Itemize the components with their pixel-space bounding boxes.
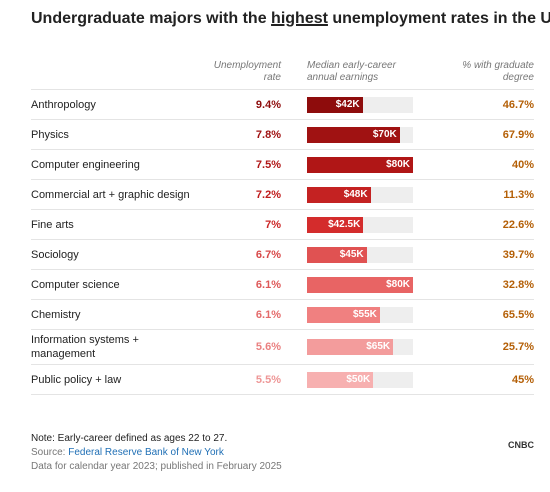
column-header: % with graduate degree xyxy=(462,60,534,83)
major: Public policy + law xyxy=(31,373,122,386)
bar-label: $80K xyxy=(386,278,410,290)
unemployment-rate: 7.5% xyxy=(255,158,281,171)
bar-label: $65K xyxy=(366,341,391,352)
graduate-share: 39.7% xyxy=(502,248,534,261)
bar-label: $70K xyxy=(372,128,397,140)
graduate-share: 45% xyxy=(511,373,534,386)
row: Anthropology 9.4% $42K 46.7% xyxy=(31,90,534,120)
bar-label: $42.5K xyxy=(328,218,361,230)
column-header: Median early-career annual earnings xyxy=(307,60,396,83)
unemployment-rate: 5.6% xyxy=(255,341,281,353)
major: Commercial art + graphic design xyxy=(31,188,190,201)
graduate-share: 65.5% xyxy=(502,308,534,321)
graduate-share: 40% xyxy=(511,158,534,171)
graduate-share: 22.6% xyxy=(502,218,534,231)
row: Computer engineering 7.5% $80K 40% xyxy=(31,150,534,180)
row: Commercial art + graphic design 7.2% $48K 1… xyxy=(31,180,534,210)
bar-label: $55K xyxy=(352,308,377,320)
logo: CNBC xyxy=(508,440,534,450)
bar-track: $65K xyxy=(307,339,413,355)
bar-track: $55K xyxy=(307,306,413,323)
major: Fine arts xyxy=(31,218,74,231)
title: Undergraduate majors with the highest un… xyxy=(31,10,550,28)
bar: $42K xyxy=(307,96,363,113)
unemployment-rate: 6.7% xyxy=(255,248,281,261)
row: Physics 7.8% $70K 67.9% xyxy=(31,120,534,150)
graduate-share: 67.9% xyxy=(502,128,534,141)
major: Computer science xyxy=(31,278,120,291)
footnote: Data for calendar year 2023; published i… xyxy=(31,461,282,472)
bar-label: $80K xyxy=(386,158,410,170)
unemployment-rate: 9.4% xyxy=(255,98,281,111)
unemployment-rate: 5.5% xyxy=(255,373,281,386)
major: Sociology xyxy=(31,248,79,261)
bar-track: $50K xyxy=(307,371,413,388)
bar-label: $48K xyxy=(343,188,368,200)
major: Anthropology xyxy=(31,98,96,111)
column-header: Unemployment rate xyxy=(213,60,281,83)
row: Computer science 6.1% $80K 32.8% xyxy=(31,270,534,300)
row: Public policy + law 5.5% $50K 45% xyxy=(31,365,534,395)
unemployment-rate: 7.8% xyxy=(255,128,281,141)
bar: $42.5K xyxy=(307,216,364,233)
bar: $70K xyxy=(307,126,400,143)
row: Fine arts 7% $42.5K 22.6% xyxy=(31,210,534,240)
source-link[interactable]: Federal Reserve Bank of New York xyxy=(68,447,224,458)
note: Note: Early-career defined as ages 22 to… xyxy=(31,433,228,444)
bar: $65K xyxy=(307,339,394,355)
bar: $50K xyxy=(307,371,374,388)
bar: $80K xyxy=(307,156,413,173)
major: Computer engineering xyxy=(31,158,140,171)
row: Information systems + management 5.6% $65K… xyxy=(31,330,534,365)
bar-label: $50K xyxy=(346,373,371,385)
source: Source: Federal Reserve Bank of New York xyxy=(31,447,224,458)
bar-track: $80K xyxy=(307,276,413,293)
major: Physics xyxy=(31,128,69,141)
unemployment-rate: 7% xyxy=(265,218,281,231)
major: Information systems + management xyxy=(31,334,139,360)
bar-track: $70K xyxy=(307,126,413,143)
graduate-share: 11.3% xyxy=(503,188,534,201)
unemployment-rate: 6.1% xyxy=(255,308,281,321)
title-highlight: highest xyxy=(271,10,328,27)
row: Chemistry 6.1% $55K 65.5% xyxy=(31,300,534,330)
unemployment-rate: 6.1% xyxy=(255,278,281,291)
bar-label: $45K xyxy=(339,248,364,260)
bar: $80K xyxy=(307,276,413,293)
graduate-share: 32.8% xyxy=(502,278,534,291)
bar-track: $42K xyxy=(307,96,413,113)
bar: $45K xyxy=(307,246,367,263)
bar-track: $45K xyxy=(307,246,413,263)
graduate-share: 46.7% xyxy=(502,98,534,111)
unemployment-rate: 7.2% xyxy=(255,188,281,201)
major: Chemistry xyxy=(31,308,81,321)
bar: $48K xyxy=(307,186,371,203)
title-part: unemployment rates in the U.S. xyxy=(327,10,550,27)
bar: $55K xyxy=(307,306,380,323)
bar-track: $80K xyxy=(307,156,413,173)
source-label: Source: xyxy=(31,447,69,458)
graduate-share: 25.7% xyxy=(502,341,534,353)
bar-track: $48K xyxy=(307,186,413,203)
title-part: Undergraduate majors with the xyxy=(31,10,272,27)
bar-track: $42.5K xyxy=(307,216,413,233)
bar-label: $42K xyxy=(335,98,360,110)
row: Sociology 6.7% $45K 39.7% xyxy=(31,240,534,270)
table: Anthropology 9.4% $42K 46.7% Physics 7.8% $70K… xyxy=(31,89,534,395)
